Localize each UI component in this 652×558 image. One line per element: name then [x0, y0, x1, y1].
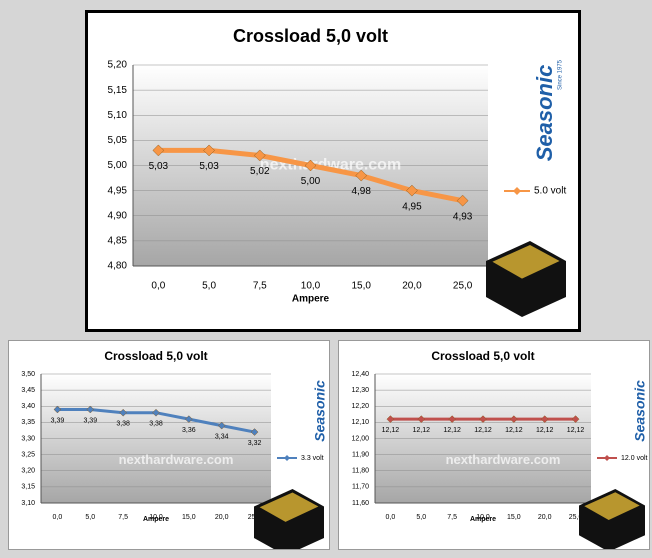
x-tick-label: 0,0 [151, 281, 165, 292]
x-tick-label: 5,0 [416, 514, 426, 521]
page: Crossload 5,0 volt 4,80 4,85 4,90 4,95 5,00 5,… [0, 0, 652, 558]
legend-marker [284, 455, 290, 461]
value-label: 12,12 [536, 427, 554, 434]
legend-marker [604, 455, 610, 461]
y-tick-label: 11,70 [352, 484, 369, 491]
value-label: 12,12 [382, 427, 400, 434]
value-label: 4,95 [402, 201, 422, 212]
watermark: nexthardware.com [119, 452, 234, 467]
y-tick-label: 12,10 [351, 419, 369, 426]
value-label: 3,38 [149, 421, 163, 428]
x-tick-label: 7,5 [118, 514, 128, 521]
y-tick-label: 4,80 [108, 261, 128, 272]
y-tick-label: 5,10 [108, 110, 128, 121]
value-label: 4,98 [351, 186, 371, 197]
y-tick-label: 3,10 [21, 500, 35, 507]
y-tick-label: 12,40 [351, 371, 369, 378]
y-tick-label: 4,95 [108, 185, 128, 196]
legend-marker [513, 187, 521, 195]
chart-title: Crossload 5,0 volt [233, 26, 388, 46]
y-tick-label: 3,20 [21, 468, 35, 475]
y-tick-label: 12,00 [351, 435, 369, 442]
y-tick-label: 5,20 [108, 60, 128, 71]
x-tick-label: 25,0 [453, 281, 473, 292]
y-tick-label: 3,45 [21, 387, 35, 394]
x-tick-label: 5,0 [85, 514, 95, 521]
x-tick-label: 15,0 [351, 281, 371, 292]
x-tick-label: 20,0 [402, 281, 422, 292]
y-tick-label: 12,20 [351, 403, 369, 410]
value-label: 5,03 [149, 161, 169, 172]
chart-title: Crossload 5,0 volt [431, 349, 534, 363]
y-tick-label: 4,90 [108, 210, 128, 221]
x-axis-label: Ampere [292, 294, 330, 305]
x-tick-label: 7,5 [447, 514, 457, 521]
y-tick-label: 5,00 [108, 160, 128, 171]
value-label: 12,12 [443, 427, 461, 434]
x-tick-label: 20,0 [215, 514, 229, 521]
value-label: 3,39 [51, 417, 65, 424]
value-label: 4,93 [453, 211, 473, 222]
value-label: 12,12 [413, 427, 431, 434]
value-label: 12,12 [474, 427, 492, 434]
y-tick-label: 3,25 [21, 451, 35, 458]
x-tick-label: 0,0 [53, 514, 63, 521]
chart-panel: Crossload 5,0 volt 4,80 4,85 4,90 4,95 5,00 5,… [85, 10, 581, 332]
y-tick-label: 11,90 [352, 451, 369, 458]
logo: Seasonic [632, 380, 648, 442]
x-tick-label: 5,0 [202, 281, 216, 292]
value-label: 5,02 [250, 166, 270, 177]
value-label: 5,03 [199, 161, 219, 172]
logo: Seasonic [312, 380, 328, 442]
logo-tagline: Since 1975 [328, 378, 330, 399]
y-tick-label: 4,85 [108, 236, 128, 247]
y-tick-label: 12,30 [351, 387, 369, 394]
x-tick-label: 20,0 [538, 514, 552, 521]
value-label: 5,00 [301, 176, 321, 187]
chart-panel: Crossload 5,0 volt 3,10 3,15 3,20 3,25 3,30 3,… [8, 340, 330, 550]
chart-title: Crossload 5,0 volt [104, 349, 207, 363]
y-tick-label: 5,05 [108, 135, 128, 146]
y-tick-label: 11,60 [352, 500, 369, 507]
value-label: 12,12 [505, 427, 523, 434]
y-tick-label: 5,15 [108, 85, 128, 96]
x-axis-label: Ampere [470, 516, 496, 523]
y-tick-label: 3,15 [21, 484, 35, 491]
watermark: nexthardware.com [446, 452, 561, 467]
value-label: 3,34 [215, 433, 229, 440]
logo-tagline: Since 1975 [558, 59, 564, 90]
value-label: 3,32 [248, 440, 262, 447]
x-tick-label: 15,0 [507, 514, 521, 521]
x-tick-label: 15,0 [182, 514, 196, 521]
x-tick-label: 7,5 [253, 281, 267, 292]
logo-tagline: Since 1975 [648, 378, 650, 399]
x-tick-label: 10,0 [301, 281, 321, 292]
legend-label: 5.0 volt [534, 186, 566, 197]
chart-panel: Crossload 5,0 volt 11,60 11,70 11,80 11,90 12… [338, 340, 650, 550]
x-axis-label: Ampere [143, 516, 169, 523]
value-label: 3,38 [116, 421, 130, 428]
legend-label: 3.3 volt [301, 455, 324, 462]
y-tick-label: 3,40 [21, 403, 35, 410]
y-tick-label: 3,35 [21, 419, 35, 426]
y-tick-label: 3,50 [21, 371, 35, 378]
logo: Seasonic [532, 65, 557, 162]
x-tick-label: 0,0 [386, 514, 396, 521]
value-label: 3,36 [182, 427, 196, 434]
value-label: 12,12 [567, 427, 585, 434]
legend-label: 12.0 volt [621, 455, 648, 462]
y-tick-label: 3,30 [21, 435, 35, 442]
value-label: 3,39 [83, 417, 97, 424]
y-tick-label: 11,80 [352, 468, 369, 475]
